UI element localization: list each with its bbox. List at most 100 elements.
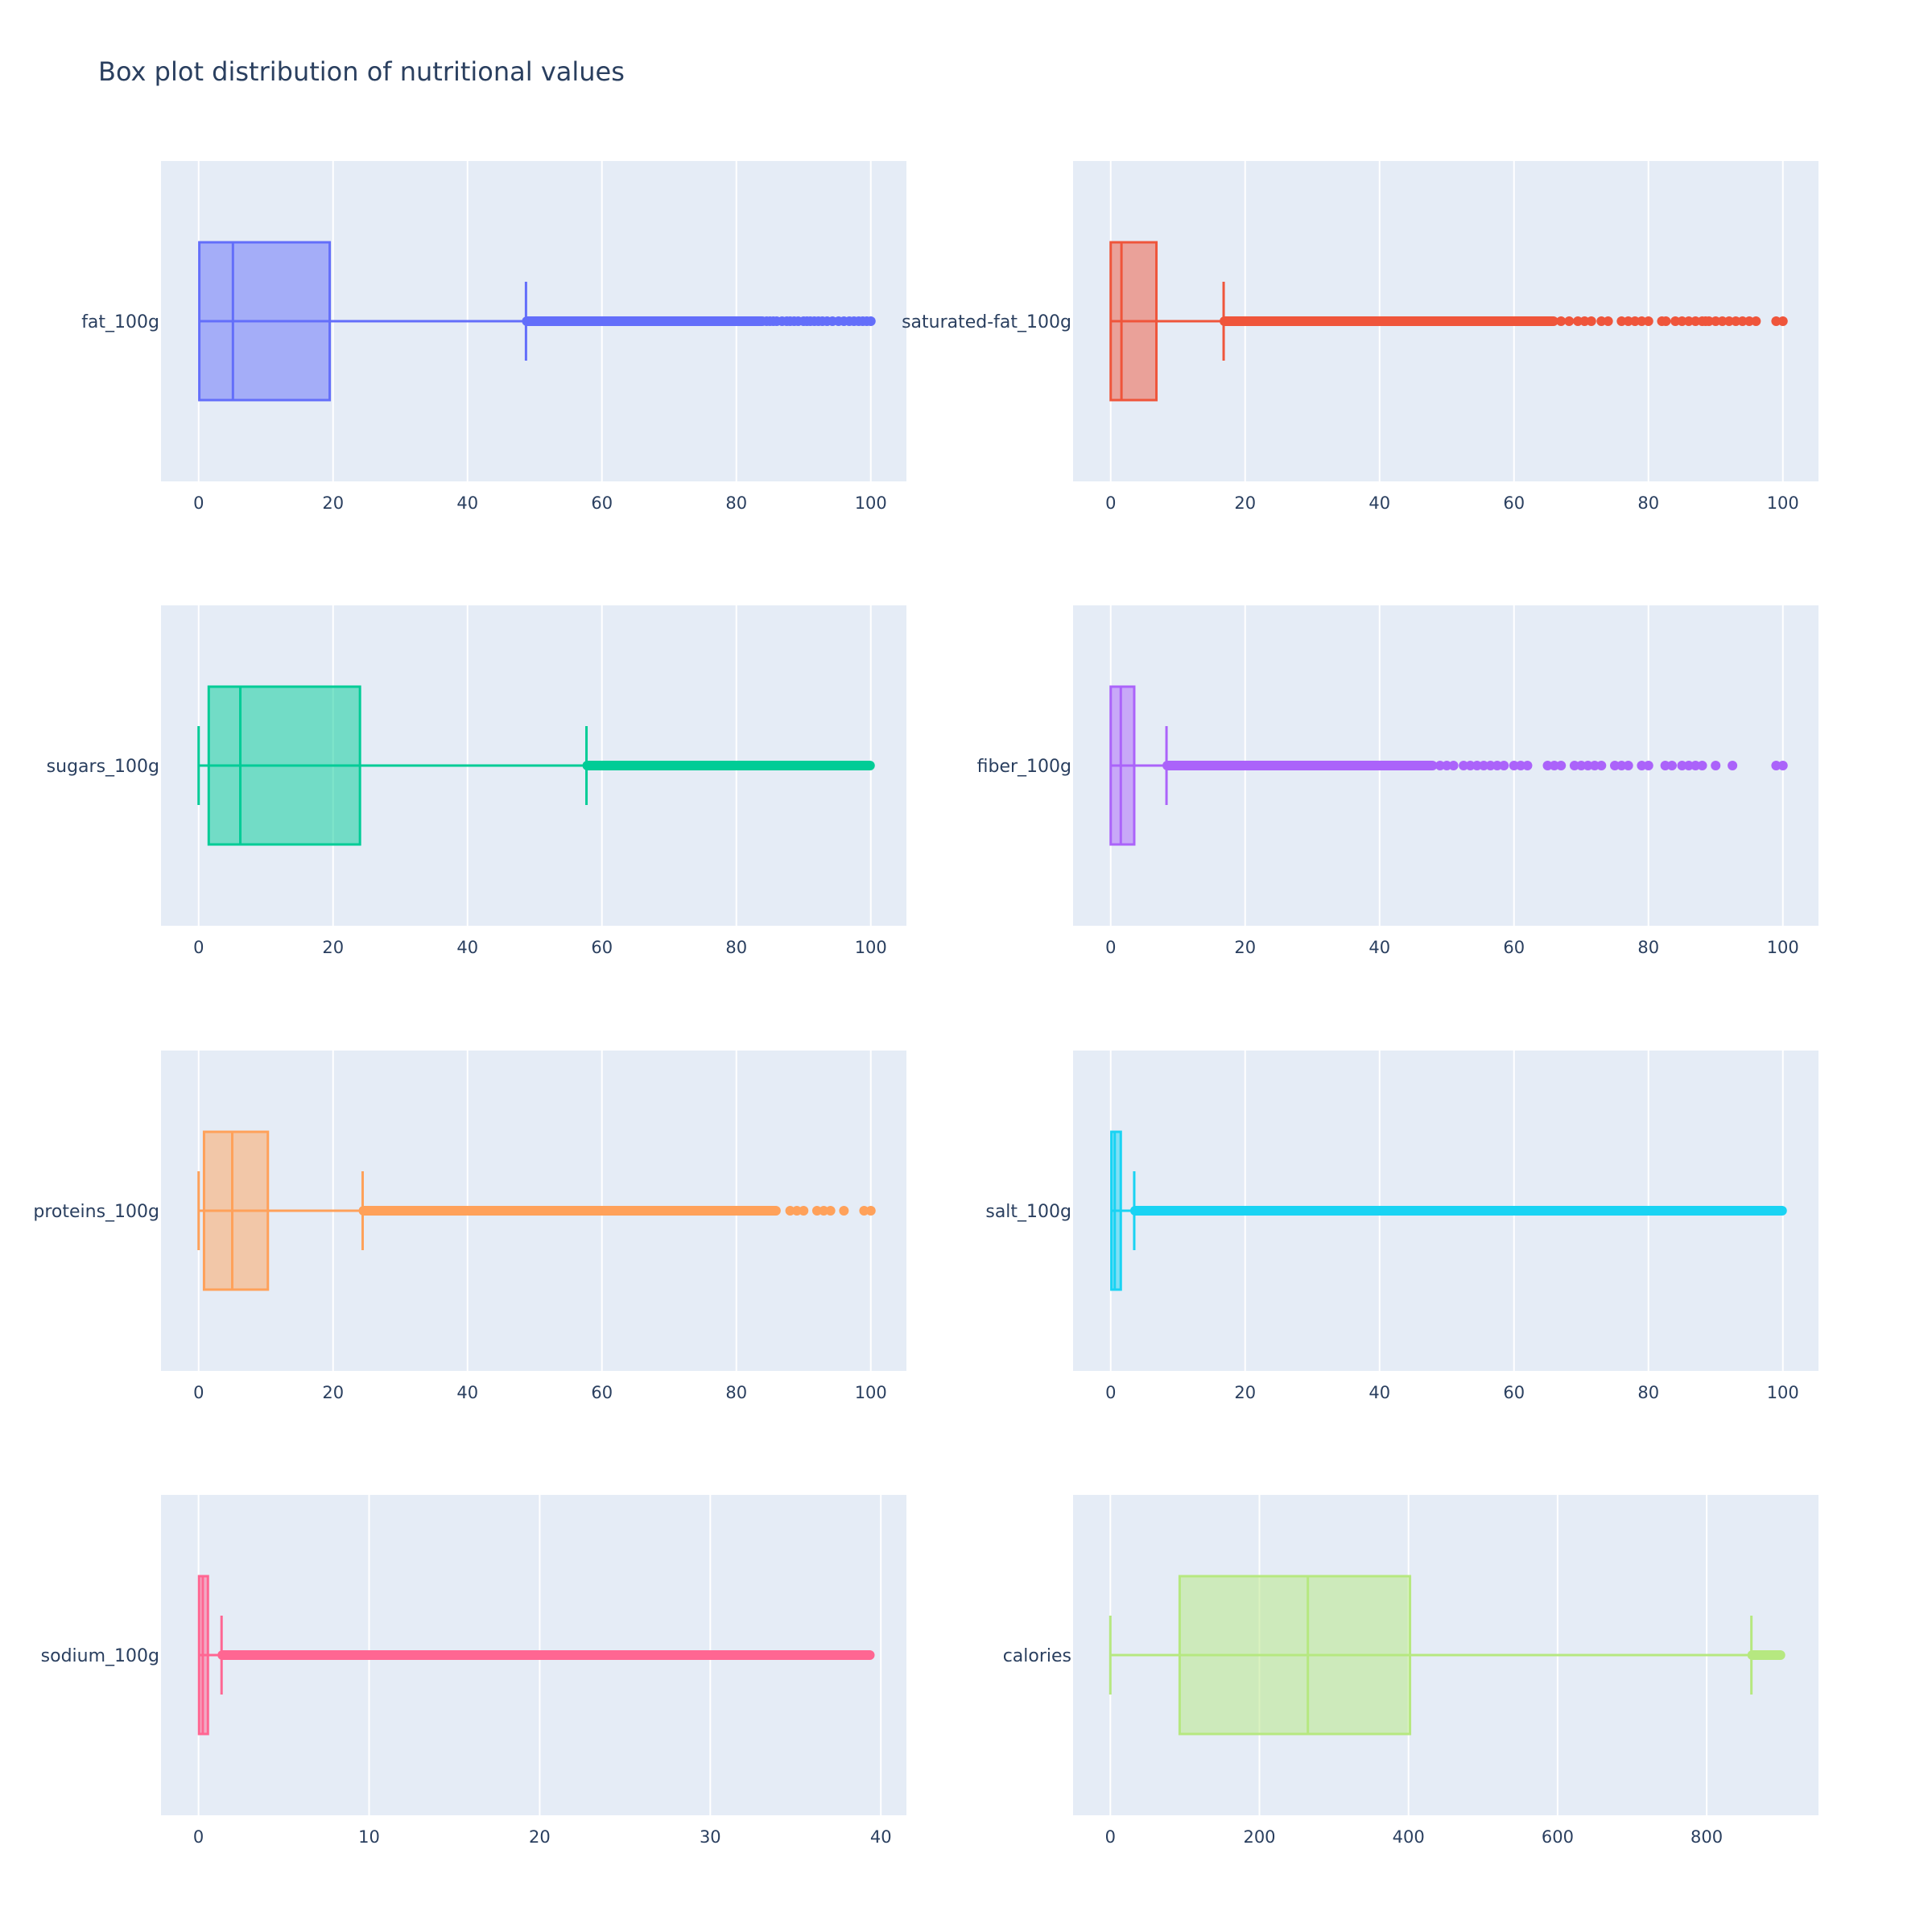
x-tick-label: 60	[1503, 1383, 1525, 1402]
iqr-box	[1110, 1130, 1122, 1291]
outlier-point	[1623, 761, 1633, 770]
outlier-point	[1683, 761, 1694, 770]
outlier-point	[1499, 761, 1509, 770]
x-tick-label: 40	[456, 1383, 478, 1402]
x-tick-label: 20	[529, 1827, 551, 1847]
iqr-box	[198, 241, 332, 402]
x-tick-label: 0	[1105, 1383, 1116, 1402]
x-tick-label: 20	[1234, 493, 1256, 513]
subplot-fat-100g: 0 20 40 60 80 100 fat_100g	[81, 161, 906, 513]
outlier-point	[1542, 761, 1553, 770]
outlier-point	[785, 1206, 795, 1216]
outlier-point	[1479, 761, 1489, 770]
outlier-band	[582, 761, 875, 770]
x-tick-label: 10	[358, 1827, 380, 1847]
x-tick-label: 60	[1503, 938, 1525, 957]
outlier-point	[1683, 316, 1694, 326]
outlier-band	[522, 316, 768, 326]
x-tick-label: 100	[855, 1383, 887, 1402]
y-category-label: fat_100g	[81, 312, 159, 332]
x-tick-label: 0	[193, 938, 204, 957]
x-tick-label: 40	[1368, 493, 1390, 513]
outlier-band	[1220, 316, 1558, 326]
outlier-band	[1747, 1650, 1785, 1660]
outlier-point	[1637, 761, 1647, 770]
x-tick-label: 60	[591, 938, 613, 957]
outlier-point	[1731, 316, 1741, 326]
x-tick-label: 30	[700, 1827, 721, 1847]
y-category-label: fiber_100g	[977, 757, 1071, 777]
y-category-label: sugars_100g	[47, 757, 159, 777]
x-tick-label: 60	[1503, 493, 1525, 513]
outlier-point	[1724, 316, 1734, 326]
x-tick-label: 100	[855, 493, 887, 513]
subplot-fiber-100g: 0 20 40 60 80 100 fiber_100g	[977, 605, 1818, 957]
x-tick-label: 40	[870, 1827, 892, 1847]
outlier-point	[1751, 316, 1761, 326]
outlier-point	[1573, 316, 1583, 326]
x-tick-label: 0	[1105, 1827, 1116, 1847]
x-tick-label: 20	[322, 1383, 344, 1402]
outlier-point	[1579, 316, 1590, 326]
x-tick-label: 80	[725, 493, 747, 513]
outlier-point	[1777, 316, 1788, 326]
x-tick-label: 100	[1767, 1383, 1799, 1402]
chart-title: Box plot distribution of nutritional val…	[98, 56, 625, 87]
y-category-label: salt_100g	[985, 1202, 1071, 1222]
outlier-point	[1465, 761, 1476, 770]
x-tick-label: 40	[456, 493, 478, 513]
outlier-point	[1609, 761, 1620, 770]
x-tick-label: 20	[322, 938, 344, 957]
outlier-point	[1549, 761, 1559, 770]
outlier-point	[1616, 761, 1627, 770]
outlier-point	[1492, 761, 1502, 770]
outlier-point	[1661, 316, 1671, 326]
outlier-point	[1522, 761, 1533, 770]
outlier-point	[1596, 316, 1607, 326]
iqr-box	[1109, 241, 1158, 402]
outlier-point	[1643, 316, 1653, 326]
outlier-point	[1717, 316, 1728, 326]
outlier-point	[1448, 761, 1459, 770]
outlier-point	[1690, 761, 1701, 770]
outlier-point	[1670, 316, 1681, 326]
x-tick-label: 80	[1637, 1383, 1659, 1402]
outlier-point	[1711, 316, 1721, 326]
outlier-point	[819, 1206, 829, 1216]
outlier-point	[1737, 316, 1748, 326]
x-tick-label: 100	[1767, 493, 1799, 513]
outlier-point	[1728, 761, 1738, 770]
x-tick-label: 80	[1637, 493, 1659, 513]
outlier-point	[1697, 761, 1707, 770]
outlier-point	[1666, 761, 1677, 770]
outlier-point	[799, 1206, 809, 1216]
outlier-point	[1442, 761, 1452, 770]
outlier-point	[1777, 761, 1788, 770]
iqr-box	[1178, 1575, 1412, 1736]
outlier-point	[1485, 761, 1496, 770]
outlier-point	[1596, 761, 1607, 770]
outlier-point	[791, 1206, 802, 1216]
iqr-box	[207, 685, 361, 846]
y-category-label: saturated-fat_100g	[902, 312, 1071, 332]
x-tick-label: 0	[1105, 938, 1116, 957]
subplot-calories: 0 200 400 600 800 calories	[1003, 1495, 1818, 1847]
outlier-point	[1435, 761, 1445, 770]
x-tick-label: 200	[1243, 1827, 1275, 1847]
outlier-point	[1744, 316, 1754, 326]
outlier-band	[1129, 1206, 1787, 1216]
outlier-point	[1586, 316, 1596, 326]
x-tick-label: 40	[1368, 1383, 1390, 1402]
x-tick-label: 600	[1542, 1827, 1574, 1847]
x-tick-label: 80	[1637, 938, 1659, 957]
outlier-point	[839, 1206, 849, 1216]
subplot-sodium-100g: 0 10 20 30 40 sodium_100g	[41, 1495, 906, 1847]
outlier-point	[1771, 761, 1781, 770]
outlier-point	[1459, 761, 1469, 770]
iqr-box	[202, 1130, 270, 1291]
x-tick-label: 80	[725, 938, 747, 957]
outlier-point	[1711, 761, 1721, 770]
outlier-point	[1630, 316, 1641, 326]
